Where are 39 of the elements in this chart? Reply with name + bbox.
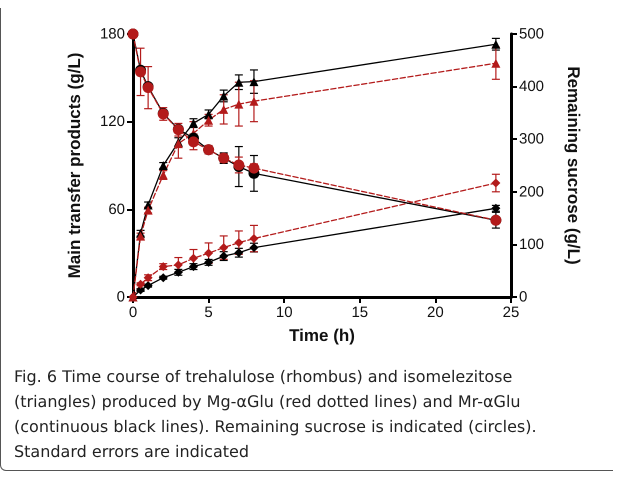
point — [248, 162, 260, 174]
y2-tick-label: 400 — [519, 78, 544, 96]
x-tick-label: 0 — [128, 304, 138, 321]
y-axis-title: Main transfer products (g/L) — [65, 52, 84, 278]
x-tick-label: 5 — [204, 304, 213, 321]
point — [219, 104, 228, 114]
x-tick-label: 10 — [276, 304, 293, 321]
point — [234, 100, 244, 109]
point — [249, 96, 258, 106]
y2-tick-label: 100 — [519, 236, 544, 253]
point — [188, 254, 198, 263]
point — [234, 78, 244, 87]
point — [219, 91, 228, 100]
y-tick-label: 60 — [108, 200, 125, 218]
point — [491, 40, 500, 49]
point — [491, 178, 500, 188]
caption: Fig. 6 Time course of trehalulose (rhombus) and isomelezitose (triangles) produced by Mg-αGlu (red dotted lines) and Mr-αGlu (continuous black lines). Remaining sucrose is indicated (circles). Standard errors are indicated — [14, 366, 538, 463]
point — [188, 136, 199, 148]
y-tick-label: 180 — [100, 26, 125, 42]
y-tick-label: 120 — [100, 113, 125, 130]
x-axis-title: Time (h) — [289, 326, 355, 345]
y2-tick-label: 200 — [519, 183, 544, 200]
point — [249, 234, 258, 244]
point — [204, 248, 214, 258]
x-tick-label: 25 — [502, 304, 520, 321]
y2-tick-label: 0 — [519, 288, 528, 306]
point — [249, 77, 258, 86]
y2-tick-label: 500 — [519, 26, 544, 42]
point — [234, 238, 244, 248]
point — [204, 116, 214, 125]
point — [491, 58, 500, 68]
point — [219, 243, 228, 252]
y2-axis-title: Remaining sucrose (g/L) — [564, 66, 583, 265]
y-tick-label: 0 — [116, 288, 125, 306]
point — [174, 260, 183, 270]
point — [158, 273, 168, 282]
y2-tick-label: 300 — [519, 130, 544, 148]
x-tick-label: 20 — [427, 304, 444, 321]
x-tick-label: 15 — [351, 304, 368, 321]
